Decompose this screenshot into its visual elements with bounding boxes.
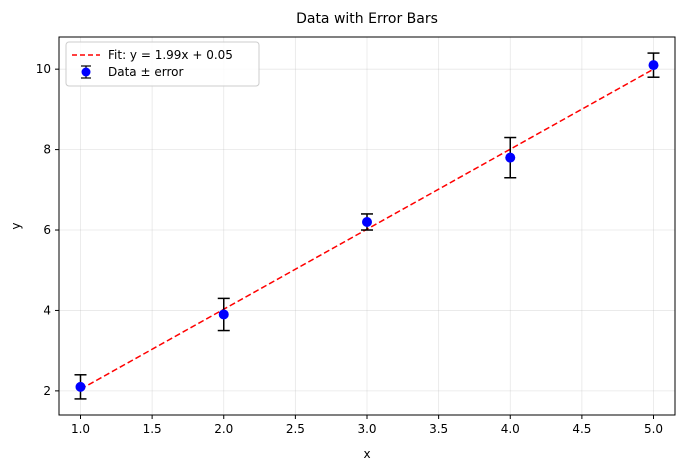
y-tick-label: 10 [36, 62, 51, 76]
y-axis-label: y [9, 222, 23, 229]
y-tick-label: 2 [43, 384, 51, 398]
x-tick-label: 3.5 [429, 422, 448, 436]
legend: Fit: y = 1.99x + 0.05 Data ± error [65, 41, 260, 87]
x-tick-label: 3.0 [357, 422, 376, 436]
x-tick-label: 2.0 [214, 422, 233, 436]
x-tick-label: 1.5 [143, 422, 162, 436]
x-tick-label: 4.5 [572, 422, 591, 436]
x-tick-label: 1.0 [71, 422, 90, 436]
legend-box [65, 41, 260, 87]
legend-fit-label: Fit: y = 1.99x + 0.05 [108, 48, 233, 62]
data-point [218, 309, 229, 320]
points-layer [74, 52, 660, 400]
x-tick-label: 5.0 [644, 422, 663, 436]
y-tick-label: 4 [43, 303, 51, 317]
y-axis: 2 4 6 8 10 [36, 62, 59, 398]
legend-data-marker [81, 67, 91, 77]
x-tick-label: 4.0 [501, 422, 520, 436]
legend-data-label: Data ± error [108, 65, 183, 79]
x-axis-label: x [363, 447, 370, 461]
data-point [75, 381, 86, 392]
x-axis: 1.0 1.5 2.0 2.5 3.0 3.5 4.0 4.5 5.0 [71, 415, 663, 436]
chart-title: Data with Error Bars [296, 11, 438, 27]
x-tick-label: 2.5 [286, 422, 305, 436]
data-point [648, 60, 659, 71]
data-point [505, 152, 516, 163]
grid [59, 37, 675, 415]
y-tick-label: 6 [43, 223, 51, 237]
data-point [362, 216, 372, 227]
y-tick-label: 8 [43, 143, 51, 157]
